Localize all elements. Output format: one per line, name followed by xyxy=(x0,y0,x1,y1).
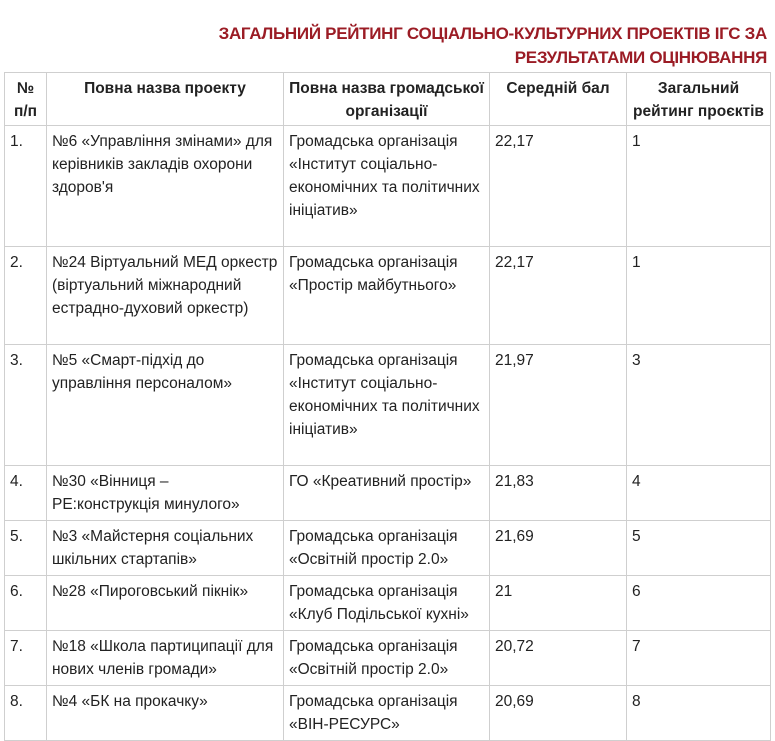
table-row: 7. №18 «Школа партиципації для нових член… xyxy=(4,630,771,686)
table-cell: Громадська організація «Освітній простір… xyxy=(283,520,490,576)
table-cell: №4 «БК на прокачку» xyxy=(46,685,284,741)
table-cell: Громадська організація «Інститут соціаль… xyxy=(283,125,490,247)
table-row: 1. №6 «Управління змінами» для керівників… xyxy=(4,125,771,247)
table-cell: 21 xyxy=(489,575,627,631)
table-cell: 8 xyxy=(626,685,771,741)
table-cell: 4 xyxy=(626,465,771,521)
table-cell: Громадська організація «ВІН-РЕСУРС» xyxy=(283,685,490,741)
table-cell: 21,83 xyxy=(489,465,627,521)
table-cell: №3 «Майстерня соціальних шкільних старта… xyxy=(46,520,284,576)
header-cell: № п/п xyxy=(4,72,47,126)
table-row: 5. №3 «Майстерня соціальних шкільних стар… xyxy=(4,520,771,576)
table-cell: 6 xyxy=(626,575,771,631)
table-cell: 20,69 xyxy=(489,685,627,741)
table-cell: Громадська організація «Освітній простір… xyxy=(283,630,490,686)
table-cell: 5. xyxy=(4,520,47,576)
table-cell: 7 xyxy=(626,630,771,686)
table-row: 6. №28 «Пироговський пікнік» Громадська ор… xyxy=(4,575,771,631)
table-cell: Громадська організація «Інститут соціаль… xyxy=(283,344,490,466)
rating-table: № п/п Повна назва проекту Повна назва гром… xyxy=(4,72,771,741)
table-cell: Громадська організація «Клуб Подільської… xyxy=(283,575,490,631)
header-cell: Повна назва громадської організації xyxy=(283,72,490,126)
page: ЗАГАЛЬНИЙ РЕЙТИНГ СОЦІАЛЬНО-КУЛЬТУРНИХ П… xyxy=(4,24,771,741)
table-cell: 3. xyxy=(4,344,47,466)
table-cell: 5 xyxy=(626,520,771,576)
table-row: 3. №5 «Смарт-підхід до управління персона… xyxy=(4,344,771,466)
table-cell: 22,17 xyxy=(489,246,627,345)
table-cell: 2. xyxy=(4,246,47,345)
table-cell: 1 xyxy=(626,125,771,247)
table-cell: 6. xyxy=(4,575,47,631)
table-cell: 21,69 xyxy=(489,520,627,576)
header-row: № п/п Повна назва проекту Повна назва гром… xyxy=(4,72,771,126)
table-cell: Громадська організація «Простір майбутнь… xyxy=(283,246,490,345)
table-cell: 1 xyxy=(626,246,771,345)
header-cell: Середній бал xyxy=(489,72,627,126)
table-body: 1. №6 «Управління змінами» для керівників… xyxy=(4,125,771,741)
table-cell: 22,17 xyxy=(489,125,627,247)
table-cell: 8. xyxy=(4,685,47,741)
table-cell: 1. xyxy=(4,125,47,247)
table-cell: 7. xyxy=(4,630,47,686)
table-cell: №18 «Школа партиципації для нових членів… xyxy=(46,630,284,686)
table-row: 8. №4 «БК на прокачку» Громадська організа… xyxy=(4,685,771,741)
header-cell: Загальний рейтинг проєктів xyxy=(626,72,771,126)
table-cell: №6 «Управління змінами» для керівників з… xyxy=(46,125,284,247)
table-cell: 3 xyxy=(626,344,771,466)
table-row: 4. №30 «Вінниця – РЕ:конструкція минулого… xyxy=(4,465,771,521)
table-cell: №28 «Пироговський пікнік» xyxy=(46,575,284,631)
table-cell: 21,97 xyxy=(489,344,627,466)
table-cell: №30 «Вінниця – РЕ:конструкція минулого» xyxy=(46,465,284,521)
header-cell: Повна назва проекту xyxy=(46,72,284,126)
table-cell: ГО «Креативний простір» xyxy=(283,465,490,521)
page-title: ЗАГАЛЬНИЙ РЕЙТИНГ СОЦІАЛЬНО-КУЛЬТУРНИХ П… xyxy=(218,24,768,67)
table-row: 2. №24 Віртуальний МЕД оркестр (віртуальн… xyxy=(4,246,771,345)
table-cell: 20,72 xyxy=(489,630,627,686)
table-cell: №5 «Смарт-підхід до управління персонало… xyxy=(46,344,284,466)
table-cell: 4. xyxy=(4,465,47,521)
table-cell: №24 Віртуальний МЕД оркестр (віртуальний… xyxy=(46,246,284,345)
